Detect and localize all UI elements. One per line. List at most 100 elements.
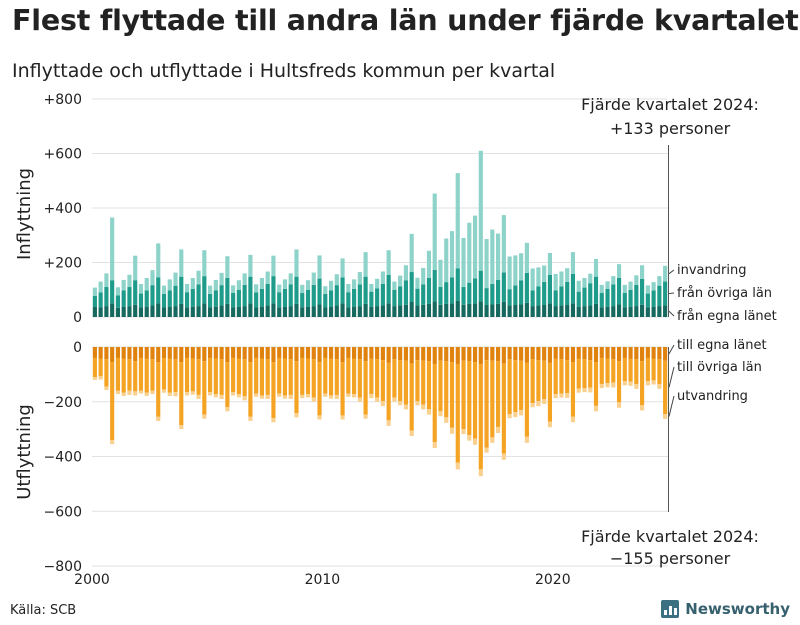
bar-segment [380, 401, 385, 407]
bar-segment [346, 393, 351, 397]
bar-segment [524, 272, 529, 303]
bar-segment [184, 284, 190, 293]
bar-segment [513, 347, 518, 361]
bar-segment [461, 360, 466, 430]
bar-segment [340, 277, 345, 304]
bar-segment [403, 360, 408, 405]
bar-segment [300, 357, 305, 395]
bar-segment [599, 383, 604, 389]
bar-segment [369, 284, 374, 292]
label-leader [668, 395, 675, 417]
bar-segment [190, 358, 195, 392]
bar-segment [645, 293, 650, 308]
bar-segment [421, 347, 426, 361]
bar-segment [576, 306, 581, 317]
bar-segment [663, 347, 668, 361]
bar-segment [138, 390, 144, 394]
bar-segment [196, 284, 201, 307]
bar-segment [547, 347, 552, 363]
bar-segment [415, 347, 420, 361]
bar-segment [409, 272, 414, 303]
bar-segment [570, 416, 576, 423]
bar-segment [421, 304, 426, 317]
bar-segment [334, 359, 339, 395]
bar-segment [213, 306, 218, 317]
series-label: till övriga län [677, 360, 762, 375]
bar-segment [161, 285, 167, 294]
bar-segment [179, 362, 184, 426]
bar-segment [536, 360, 541, 402]
bar-segment [501, 453, 506, 460]
bar-segment [265, 283, 270, 306]
bar-segment [628, 306, 633, 317]
bar-segment [616, 304, 622, 317]
bar-segment [236, 306, 241, 317]
bar-segment [288, 284, 293, 307]
bar-segment [259, 288, 264, 307]
bar-segment [519, 304, 524, 317]
bar-segment [467, 347, 472, 362]
bar-segment [248, 347, 253, 363]
bar-segment [438, 347, 443, 361]
bar-segment [513, 412, 518, 418]
bar-segment [536, 305, 541, 317]
bar-segment [415, 277, 420, 289]
bar-segment [121, 358, 126, 393]
bar-segment [651, 380, 656, 385]
bar-segment [328, 358, 334, 396]
bar-segment [346, 307, 351, 317]
bar-segment [127, 359, 132, 391]
bar-segment [542, 399, 547, 404]
bar-segment [127, 274, 132, 288]
bar-segment [196, 347, 201, 360]
bar-segment [553, 394, 558, 399]
bar-segment [288, 273, 293, 285]
bar-segment [519, 409, 524, 416]
bar-segment [271, 362, 276, 419]
bar-segment [392, 281, 397, 290]
bar-segment [380, 271, 385, 284]
bar-segment [392, 289, 397, 307]
bar-segment [542, 347, 547, 361]
bar-segment [173, 392, 178, 397]
bar-segment [219, 305, 224, 317]
bar-segment [582, 388, 587, 393]
bar-segment [92, 347, 97, 358]
bar-segment [317, 304, 322, 317]
bar-segment [496, 279, 501, 304]
bar-segment [605, 347, 610, 359]
bar-segment [133, 347, 138, 362]
bar-segment [282, 347, 288, 359]
bar-segment [110, 440, 115, 445]
bar-segment [98, 358, 103, 377]
y-tick-label: +800 [44, 92, 82, 108]
bar-segment [196, 270, 201, 285]
bar-segment [265, 394, 270, 400]
bar-segment [403, 265, 408, 281]
bar-segment [628, 289, 633, 307]
bar-segment [513, 255, 518, 286]
bar-segment [277, 284, 282, 293]
bar-segment [248, 254, 253, 277]
bar-segment [467, 222, 472, 283]
bar-segment [599, 284, 604, 294]
bar-segment [472, 362, 478, 439]
bar-segment [110, 362, 115, 441]
series-label: utvandring [677, 389, 748, 404]
bar-segment [236, 394, 241, 398]
bar-segment [426, 409, 432, 415]
bar-segment [98, 292, 103, 308]
bar-segment [363, 276, 368, 304]
bar-segment [340, 258, 345, 278]
bar-segment [455, 173, 460, 269]
bar-segment [179, 249, 184, 277]
bar-segment [634, 383, 639, 389]
bar-segment [386, 274, 391, 304]
bar-segment [300, 307, 305, 317]
newsworthy-logo[interactable]: Newsworthy [661, 600, 790, 618]
bar-segment [133, 361, 138, 392]
bar-segment [421, 284, 426, 305]
bar-segment [294, 249, 299, 277]
bar-segment [225, 362, 230, 408]
bar-segment [398, 360, 403, 402]
